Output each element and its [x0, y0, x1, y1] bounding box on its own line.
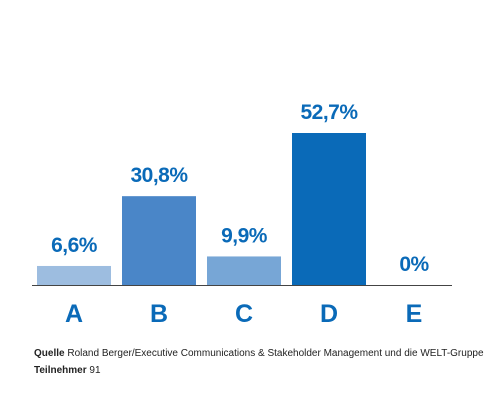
- participants-label: Teilnehmer: [34, 365, 87, 376]
- category-label: D: [320, 300, 338, 328]
- value-label: 0%: [399, 253, 429, 276]
- bar: [207, 256, 281, 285]
- category-label: C: [235, 300, 253, 328]
- bar: [122, 196, 196, 285]
- source-line: Quelle Roland Berger/Executive Communica…: [34, 348, 484, 359]
- bar: [37, 265, 111, 285]
- category-label: A: [65, 300, 83, 328]
- source: Roland Berger/Executive Communications &…: [67, 348, 484, 359]
- value-label: 52,7%: [300, 101, 358, 124]
- participants-line: Teilnehmer 91: [34, 365, 101, 376]
- value-label: 6,6%: [51, 234, 98, 257]
- value-label: 30,8%: [130, 164, 188, 187]
- source-label: Quelle: [34, 348, 65, 359]
- category-label: B: [150, 300, 168, 328]
- value-label: 9,9%: [221, 224, 268, 247]
- bar: [292, 133, 366, 285]
- category-label: E: [406, 300, 423, 328]
- participants: 91: [89, 365, 101, 376]
